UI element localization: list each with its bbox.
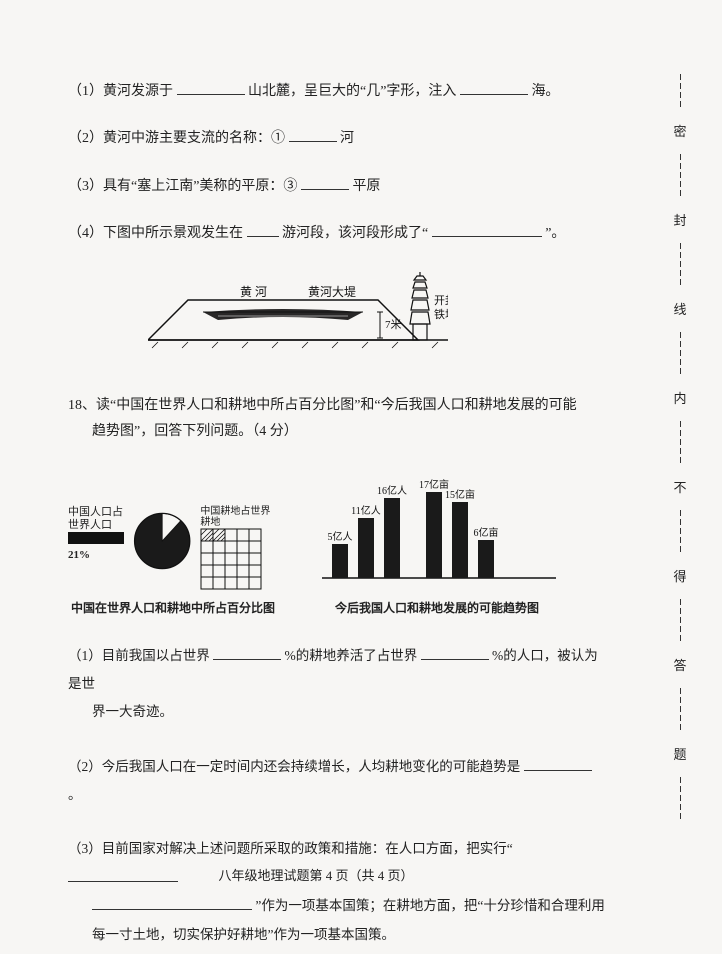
label-river: 黄 河	[240, 285, 267, 299]
bar-svg: 5亿人11亿人16亿人17亿亩15亿亩6亿亩	[312, 468, 562, 588]
sub1-blank-1[interactable]	[213, 645, 281, 660]
pie-pct: 21%	[68, 549, 124, 562]
seal-char-7: 题	[668, 744, 692, 763]
q18-line-a: 18、读“中国在世界人口和耕地中所占百分比图”和“今后我国人口和耕地发展的可能	[68, 398, 577, 413]
q1-mid: 山北麓，呈巨大的“几”字形，注入	[248, 84, 456, 99]
content-area: （1）黄河发源于 山北麓，呈巨大的“几”字形，注入 海。 （2）黄河中游主要支流…	[68, 80, 608, 949]
q4-prefix: （4）下图中所示景观发生在	[68, 226, 243, 241]
bar-2	[384, 498, 400, 578]
grid-svg	[200, 528, 262, 590]
seal-char-1: 封	[668, 210, 692, 229]
bar-label-5: 6亿亩	[474, 526, 499, 539]
q1-blank-1[interactable]	[177, 80, 245, 95]
bar-label-1: 11亿人	[351, 504, 381, 517]
bar-chart-block: 5亿人11亿人16亿人17亿亩15亿亩6亿亩 今后我国人口和耕地发展的可能趋势图	[312, 468, 562, 616]
charts-row: 中国人口占 世界人口 21% 中国耕地占世界耕地	[68, 468, 608, 616]
sub3-a: （3）目前国家对解决上述问题所采取的政策和措施：在人口方面，把实行“	[68, 841, 513, 856]
bar-4	[452, 502, 468, 578]
q4-tail: ”。	[545, 226, 565, 241]
q3-blank[interactable]	[301, 175, 349, 190]
page-footer: 八年级地理试题第 4 页（共 4 页）	[0, 865, 632, 884]
bar-0	[332, 544, 348, 578]
seal-char-0: 密	[668, 121, 692, 140]
seal-char-4: 不	[668, 477, 692, 496]
q2-prefix: （2）黄河中游主要支流的名称：①	[68, 131, 285, 146]
sub3-b: ”作为一项基本国策；在耕地方面，把“十分珍惜和合理利用	[255, 898, 604, 913]
q2-blank[interactable]	[289, 127, 337, 142]
question-3: （3）具有“塞上江南”美称的平原：③ 平原	[68, 175, 608, 198]
q4-mid: 游河段，该河段形成了“	[282, 226, 428, 241]
sub3-c: 每一寸土地，切实保护好耕地”作为一项基本国策。	[92, 927, 395, 942]
question-4: （4）下图中所示景观发生在 游河段，该河段形成了“ ”。	[68, 222, 608, 245]
sub3-blank-2[interactable]	[92, 896, 252, 911]
sealing-line: 密封线内不得答题	[668, 70, 692, 914]
sub-question-3: （3）目前国家对解决上述问题所采取的政策和措施：在人口方面，把实行“ ”作为一项…	[68, 835, 608, 948]
q2-tail: 河	[340, 131, 354, 146]
q1-blank-2[interactable]	[460, 80, 528, 95]
q3-prefix: （3）具有“塞上江南”美称的平原：③	[68, 179, 297, 194]
grid-label: 中国耕地占世界耕地	[200, 506, 270, 528]
label-pagoda-2: 铁塔	[434, 308, 448, 321]
pie-svg	[132, 506, 192, 576]
question-2: （2）黄河中游主要支流的名称：① 河	[68, 127, 608, 150]
river-diagram: 黄 河 黄河大堤 7米 开封 铁塔	[148, 270, 448, 365]
seal-char-6: 答	[668, 655, 692, 674]
bar-label-2: 16亿人	[377, 484, 407, 497]
q1-prefix: （1）黄河发源于	[68, 84, 173, 99]
sub2-blank[interactable]	[524, 756, 592, 771]
q4-blank-1[interactable]	[247, 222, 279, 237]
question-18-intro: 18、读“中国在世界人口和耕地中所占百分比图”和“今后我国人口和耕地发展的可能 …	[68, 393, 608, 446]
seal-char-2: 线	[668, 299, 692, 318]
bar-label-0: 5亿人	[328, 530, 353, 543]
pie-label-1: 中国人口占	[68, 506, 123, 518]
label-depth: 7米	[385, 318, 402, 331]
q1-tail: 海。	[531, 84, 559, 99]
bar-5	[478, 540, 494, 578]
question-1: （1）黄河发源于 山北麓，呈巨大的“几”字形，注入 海。	[68, 80, 608, 103]
pie-chart-block: 中国人口占 世界人口 21% 中国耕地占世界耕地	[68, 506, 278, 616]
sub1-blank-2[interactable]	[421, 645, 489, 660]
bar-caption: 今后我国人口和耕地发展的可能趋势图	[312, 599, 562, 616]
bar-1	[358, 518, 374, 578]
seal-char-5: 得	[668, 566, 692, 585]
label-dike: 黄河大堤	[308, 285, 356, 299]
q3-tail: 平原	[352, 179, 380, 194]
river-svg: 黄 河 黄河大堤 7米 开封 铁塔	[148, 270, 448, 360]
exam-page: （1）黄河发源于 山北麓，呈巨大的“几”字形，注入 海。 （2）黄河中游主要支流…	[0, 0, 722, 954]
sub1-d: 界一大奇迹。	[92, 704, 173, 719]
sub-question-1: （1）目前我国以占世界 %的耕地养活了占世界 %的人口，被认为是世 界一大奇迹。	[68, 642, 608, 727]
sub-question-2: （2）今后我国人口在一定时间内还会持续增长，人均耕地变化的可能趋势是 。	[68, 753, 608, 810]
sub1-a: （1）目前我国以占世界	[68, 648, 210, 663]
q4-blank-2[interactable]	[432, 222, 542, 237]
sub1-b: %的耕地养活了占世界	[285, 648, 418, 663]
pie-side-labels: 中国人口占 世界人口 21%	[68, 506, 124, 563]
bar-3	[426, 492, 442, 578]
seal-char-3: 内	[668, 388, 692, 407]
sub2-a: （2）今后我国人口在一定时间内还会持续增长，人均耕地变化的可能趋势是	[68, 759, 520, 774]
label-pagoda-1: 开封	[434, 293, 448, 307]
pie-label-2: 世界人口	[68, 519, 112, 531]
q18-line-b: 趋势图”，回答下列问题。（4 分）	[92, 424, 298, 439]
bar-label-4: 15亿亩	[445, 488, 475, 501]
pie-caption: 中国在世界人口和耕地中所占百分比图	[68, 599, 278, 616]
sub2-b: 。	[68, 787, 82, 802]
